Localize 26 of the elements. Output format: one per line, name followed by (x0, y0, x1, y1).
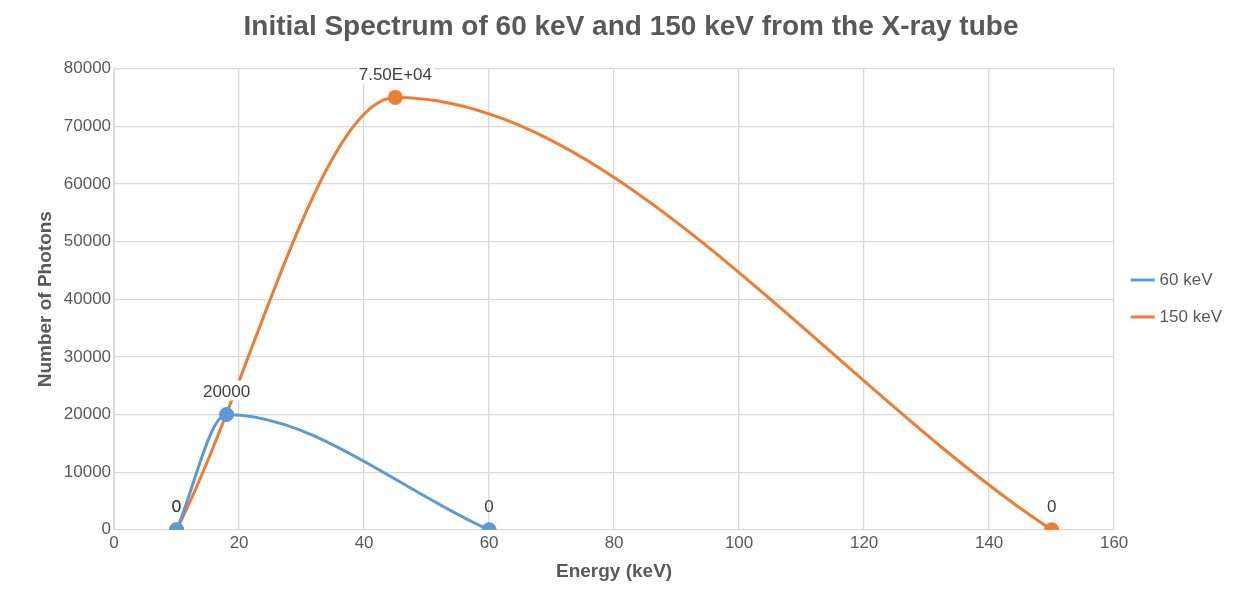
legend-label: 60 keV (1159, 269, 1214, 289)
x-tick-label: 60 (479, 532, 499, 552)
y-tick-label: 70000 (63, 115, 112, 135)
x-tick-label: 100 (724, 532, 754, 552)
legend-label: 150 keV (1159, 306, 1223, 326)
x-tick-label: 160 (1099, 532, 1129, 552)
x-axis-title: Energy (keV) (556, 559, 673, 581)
chart-title: Initial Spectrum of 60 keV and 150 keV from the X-ray tube (243, 9, 1019, 41)
y-tick-label: 20000 (63, 404, 112, 424)
x-tick-label: 140 (974, 532, 1004, 552)
data-label: 0 (1046, 496, 1057, 516)
x-tick-label: 40 (354, 532, 374, 552)
y-axis-title: Number of Photons (33, 211, 55, 388)
y-tick-label: 40000 (63, 288, 112, 308)
data-label: 0 (171, 496, 182, 516)
y-tick-label: 50000 (63, 231, 112, 251)
x-tick-label: 120 (849, 532, 879, 552)
y-tick-label: 30000 (63, 346, 112, 366)
data-label: 7.50E+04 (358, 64, 432, 84)
x-tick-label: 80 (604, 532, 624, 552)
data-label: 0 (484, 496, 494, 516)
y-tick-label: 10000 (63, 461, 112, 481)
y-tick-label: 60000 (63, 173, 112, 193)
y-tick-label: 80000 (63, 58, 112, 78)
x-tick-label: 20 (229, 532, 249, 552)
data-label: 20000 (202, 381, 251, 401)
